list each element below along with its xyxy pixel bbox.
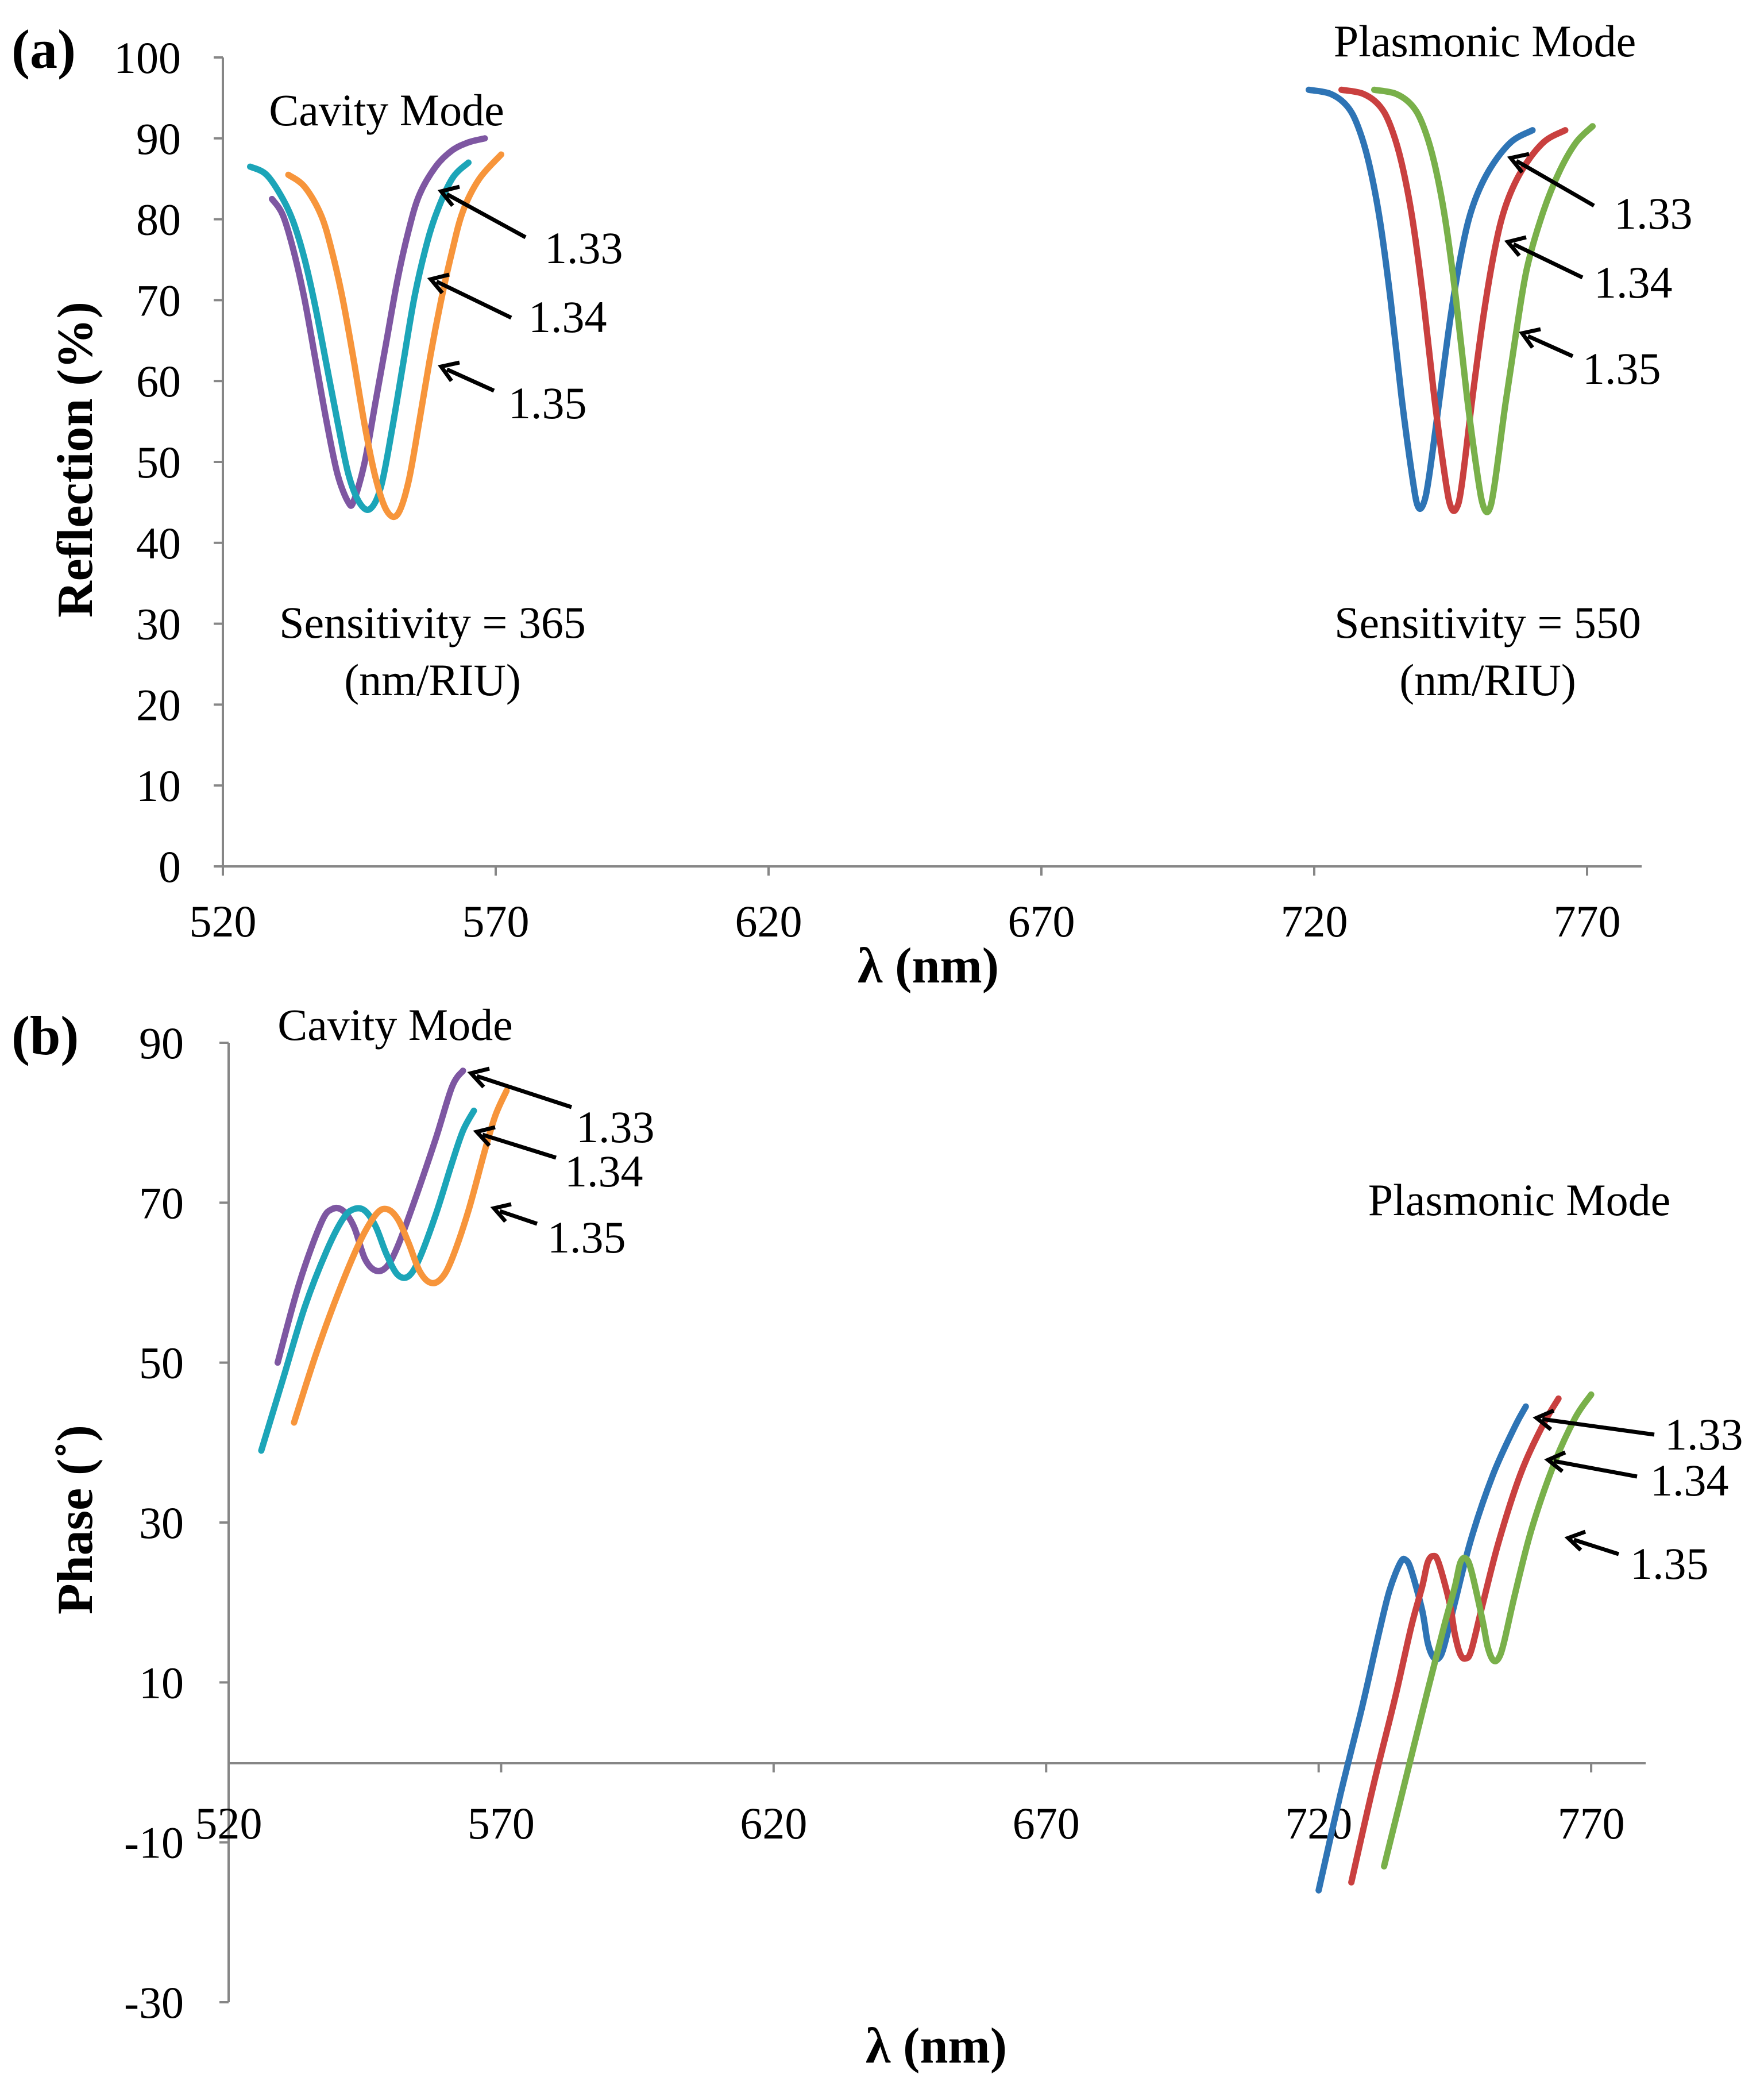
panel-a-plasmonic-label-133: 1.33 — [1614, 188, 1693, 238]
panel-a-cavity-label-135: 1.35 — [508, 378, 587, 428]
panel-b-x-ticks: 520 570 620 670 720 770 — [195, 1763, 1625, 1848]
panel-a-y-tick-label: 40 — [136, 518, 181, 568]
panel-a-cavity-arrows: 1.33 1.34 1.35 — [427, 184, 623, 428]
panel-a-series-plasmonic-1-33 — [1306, 86, 1536, 512]
panel-a-x-axis-title: λ (nm) — [858, 938, 999, 994]
panel-a-x-tick-label: 770 — [1554, 896, 1621, 946]
panel-a-y-tick-label: 70 — [136, 275, 181, 325]
panel-a-series-cavity-1-33 — [269, 135, 488, 509]
panel-b-series-plasmonic-1-35 — [1381, 1391, 1595, 1870]
panel-a-x-tick-label: 520 — [190, 896, 257, 946]
panel-a-series-plasmonic-1-34 — [1338, 86, 1569, 514]
panel-a-series-cavity-1-35 — [285, 151, 504, 521]
panel-a-x-tick-label: 720 — [1281, 896, 1348, 946]
panel-b-series-plasmonic-1-34 — [1348, 1395, 1562, 1886]
panel-b-series-cavity-1-35 — [291, 1088, 510, 1426]
panel-a-y-tick-label: 90 — [136, 114, 181, 164]
panel-a-y-tick-label: 20 — [136, 680, 181, 730]
panel-a-sensitivity-cavity-unit: (nm/RIU) — [344, 655, 521, 705]
panel-a-series — [247, 86, 1596, 521]
panel-a-y-axis-title: Reflection (%) — [48, 302, 103, 618]
panel-a-plasmonic-arrows: 1.33 1.34 1.35 — [1504, 152, 1693, 394]
panel-b-cavity-mode-label: Cavity Mode — [277, 1000, 512, 1050]
panel-b-plasmonic-label-133: 1.33 — [1665, 1409, 1743, 1459]
panel-b-series — [258, 1067, 1595, 1894]
panel-a-y-tick-label: 0 — [159, 842, 181, 892]
panel-a-series-cavity-1-34 — [247, 159, 472, 513]
panel-b-cavity-label-135: 1.35 — [547, 1212, 626, 1262]
panel-b-cavity-label-133: 1.33 — [576, 1102, 655, 1152]
panel-b-x-tick-label: 720 — [1285, 1798, 1352, 1848]
panel-a-sensitivity-cavity: Sensitivity = 365 — [279, 598, 586, 647]
panel-a-y-tick-label: 100 — [114, 33, 181, 83]
panel-a-y-tick-label: 50 — [136, 437, 181, 487]
panel-a-label: (a) — [11, 18, 76, 80]
panel-b-x-tick-label: 570 — [468, 1798, 535, 1848]
panel-a-series-plasmonic-1-35 — [1371, 86, 1596, 515]
panel-b-series-cavity-1-34 — [258, 1107, 477, 1454]
panel-a-cavity-mode-label: Cavity Mode — [269, 85, 504, 135]
panel-b-y-tick-label: 30 — [139, 1498, 184, 1548]
panel-b-y-axis-title: Phase (˚) — [48, 1425, 103, 1614]
panel-a-cavity-label-133: 1.33 — [545, 223, 623, 273]
panel-a-plasmonic-mode-label: Plasmonic Mode — [1334, 16, 1636, 66]
panel-a-y-tick-label: 80 — [136, 195, 181, 245]
panel-a-plasmonic-label-135: 1.35 — [1582, 344, 1661, 394]
panel-b-plasmonic-mode-label: Plasmonic Mode — [1368, 1175, 1670, 1225]
panel-b-y-tick-label: 50 — [139, 1338, 184, 1388]
panel-a-sensitivity-plasmonic-unit: (nm/RIU) — [1399, 655, 1576, 705]
panel-a-x-tick-label: 620 — [735, 896, 802, 946]
panel-a-x-ticks: 520 570 620 670 720 770 — [190, 866, 1621, 946]
panel-b-label: (b) — [11, 1005, 79, 1066]
panel-b-y-tick-label: 90 — [139, 1018, 184, 1068]
panel-a-y-tick-label: 60 — [136, 356, 181, 406]
panel-b-cavity-arrows: 1.33 1.34 1.35 — [467, 1066, 655, 1262]
panel-b-series-plasmonic-1-33 — [1315, 1403, 1529, 1894]
panel-b-series-cavity-1-33 — [274, 1067, 466, 1366]
panel-b-plasmonic-label-134: 1.34 — [1650, 1455, 1729, 1505]
panel-b-y-tick-label: 70 — [139, 1178, 184, 1228]
panel-a-cavity-label-134: 1.34 — [528, 292, 607, 342]
panel-b-x-tick-label: 770 — [1558, 1798, 1625, 1848]
panel-b-y-tick-label: 10 — [139, 1658, 184, 1708]
panel-b-y-tick-label: -10 — [124, 1818, 184, 1868]
panel-a-y-tick-label: 30 — [136, 599, 181, 649]
panel-a-y-ticks: 0 10 20 30 40 50 60 70 80 90 100 — [114, 33, 223, 892]
panel-a-plasmonic-label-134: 1.34 — [1594, 257, 1673, 307]
panel-a: (a) 0 10 20 30 40 50 60 70 80 90 100 520 570 620 670 7… — [11, 16, 1693, 994]
panel-b-x-tick-label: 620 — [740, 1798, 807, 1848]
panel-a-sensitivity-plasmonic: Sensitivity = 550 — [1334, 598, 1641, 647]
panel-b-cavity-label-134: 1.34 — [565, 1146, 643, 1196]
panel-b-plasmonic-arrows: 1.33 1.34 1.35 — [1533, 1408, 1743, 1589]
panel-a-x-tick-label: 670 — [1008, 896, 1075, 946]
panel-b-x-axis-title: λ (nm) — [866, 2018, 1007, 2074]
panel-b-x-tick-label: 670 — [1013, 1798, 1080, 1848]
panel-b-y-tick-label: -30 — [124, 1978, 184, 2028]
panel-b-x-tick-label: 520 — [195, 1798, 263, 1848]
panel-a-y-tick-label: 10 — [136, 761, 181, 811]
panel-a-x-tick-label: 570 — [462, 896, 530, 946]
panel-b-y-ticks: -30 -10 10 30 50 70 90 — [124, 1018, 229, 2028]
panel-b-plasmonic-label-135: 1.35 — [1630, 1539, 1709, 1589]
